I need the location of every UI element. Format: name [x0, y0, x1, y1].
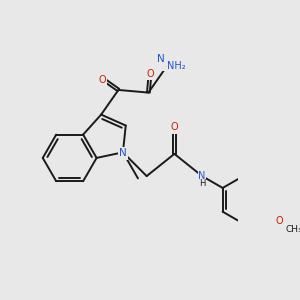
Text: O: O — [146, 69, 154, 79]
Text: H: H — [164, 61, 171, 70]
Text: N: N — [157, 54, 165, 64]
Text: O: O — [275, 216, 283, 226]
Text: O: O — [171, 122, 178, 132]
Text: N: N — [119, 148, 127, 158]
Text: N: N — [198, 171, 206, 181]
Text: NH₂: NH₂ — [167, 61, 186, 71]
Text: H: H — [199, 179, 205, 188]
Text: O: O — [98, 75, 106, 85]
Text: CH₃: CH₃ — [286, 225, 300, 234]
